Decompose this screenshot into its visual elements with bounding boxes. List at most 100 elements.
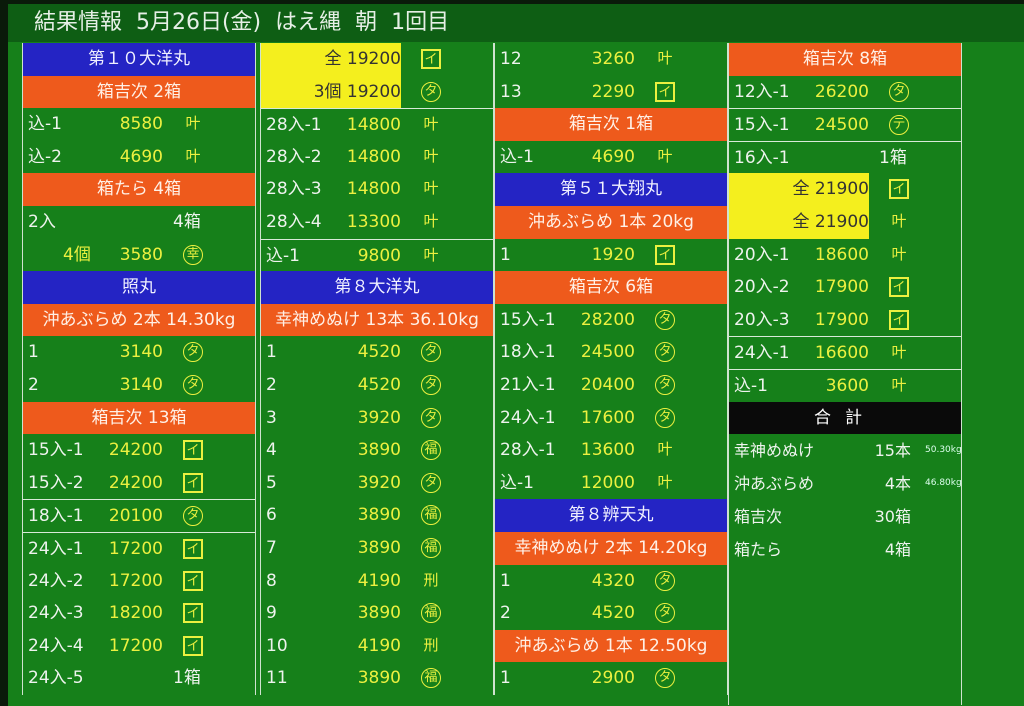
price: 3890: [357, 537, 401, 558]
price: 3140: [119, 342, 163, 363]
buyer-mark-ta-icon: タ: [655, 309, 675, 330]
category-header: 箱吉次 8箱: [729, 43, 961, 76]
price: 4190: [357, 635, 401, 656]
result-row: 全 21900 イ: [729, 173, 961, 206]
lot-label: 2: [28, 374, 39, 395]
result-row: 28入-2 14800 叶: [261, 141, 493, 174]
price: 17200: [108, 635, 163, 656]
result-row: 3 3920 タ: [261, 402, 493, 435]
category-header: 箱吉次 1箱: [495, 108, 727, 141]
buyer-mark-i-icon: イ: [889, 179, 909, 200]
result-row: 2 3140 タ: [23, 369, 255, 402]
ship-header: 照丸: [23, 271, 255, 304]
lot-label: 2: [266, 374, 277, 395]
buyer-mark-ta-icon: タ: [421, 374, 441, 395]
result-row: 13 2290 イ: [495, 76, 727, 109]
buyer-mark-ko-icon: 幸: [183, 244, 203, 265]
buyer-mark-kanau-icon: 叶: [185, 146, 201, 165]
result-row: 込-1 9800 叶: [261, 238, 493, 272]
lot-label: 20入-2: [734, 277, 790, 298]
summary-count: 30箱: [874, 507, 911, 527]
ship-header: 第１０大洋丸: [23, 43, 255, 76]
results-board: 結果情報 5月26日(金) はえ縄 朝 1回目 第１０大洋丸 箱吉次 2箱 込-1 8…: [8, 4, 1024, 706]
summary-count: 4箱: [884, 540, 911, 560]
results-column: 全 19200 イ 3個 19200 タ 28入-1 14800 叶 28入-2 14800 叶 2…: [260, 43, 494, 695]
lot-label: 24入-2: [28, 570, 84, 591]
buyer-mark-kanau-icon: 叶: [891, 211, 907, 230]
lot-label: 24入-1: [28, 538, 84, 559]
result-row: 6 3890 福: [261, 499, 493, 532]
result-row: 28入-4 13300 叶: [261, 206, 493, 239]
result-row: 15入-1 24200 イ: [23, 434, 255, 467]
price: 9800: [357, 245, 401, 266]
price: 3580: [119, 244, 163, 265]
buyer-mark-i-icon: イ: [183, 440, 203, 461]
lot-label: 15入-2: [28, 472, 84, 493]
buyer-mark-kanau-icon: 叶: [423, 179, 439, 198]
result-row: 20入-3 17900 イ: [729, 304, 961, 337]
result-row: 込-1 3600 叶: [729, 368, 961, 402]
price: 17200: [108, 538, 163, 559]
result-row: 7 3890 福: [261, 532, 493, 565]
lot-label: 20入-3: [734, 309, 790, 330]
lot-label: 5: [266, 472, 277, 493]
price: 17900: [814, 309, 869, 330]
result-row: 15入-1 28200 タ: [495, 304, 727, 337]
result-row: 4個 3580 幸: [23, 239, 255, 272]
lot-label: 28入-3: [266, 179, 322, 200]
buyer-mark-kei-icon: 刑: [423, 570, 439, 589]
lot-label: 16入-1: [734, 147, 790, 168]
buyer-mark-te-icon: テ: [889, 115, 909, 136]
price: 4520: [591, 603, 635, 624]
price: 17200: [108, 570, 163, 591]
summary-row: 幸神めぬけ 15本 50.30kg: [729, 434, 962, 467]
result-row: 24入-5 1箱: [23, 662, 255, 695]
summary-row: 箱たら 4箱: [729, 533, 961, 566]
price: 4520: [357, 374, 401, 395]
quantity: 4個: [63, 244, 91, 265]
result-row: 1 4320 タ: [495, 565, 727, 598]
buyer-mark-ta-icon: タ: [655, 570, 675, 591]
category-header: 幸神めぬけ 13本 36.10kg: [261, 303, 493, 337]
buyer-mark-ta-icon: タ: [421, 407, 441, 428]
highlight-cell: [729, 205, 869, 239]
result-row: 18入-1 20100 タ: [23, 499, 255, 532]
buyer-mark-i-icon: イ: [655, 81, 675, 102]
price: 3260: [591, 49, 635, 69]
result-row: 24入-4 17200 イ: [23, 630, 255, 663]
result-row: 全 21900 叶: [729, 205, 961, 239]
lot-label: 18入-1: [28, 506, 84, 527]
price: 4190: [357, 570, 401, 591]
lot-label: 込-1: [28, 114, 62, 135]
lot-label: 28入-4: [266, 211, 322, 232]
result-row: 1 1920 イ: [495, 239, 727, 272]
lot-label: 24入-3: [28, 603, 84, 624]
price: 14800: [346, 179, 401, 200]
count: 1箱: [879, 147, 907, 168]
price: 4320: [591, 570, 635, 591]
buyer-mark-kanau-icon: 叶: [657, 472, 673, 491]
price: 全 19200: [324, 49, 401, 69]
buyer-mark-fuku-icon: 福: [421, 537, 441, 558]
price: 1920: [591, 244, 635, 265]
buyer-mark-ta-icon: タ: [655, 374, 675, 395]
lot-label: 1: [28, 342, 39, 363]
result-row: 1 3140 タ: [23, 336, 255, 369]
lot-label: 4: [266, 440, 277, 461]
lot-label: 6: [266, 505, 277, 526]
buyer-mark-fuku-icon: 福: [421, 603, 441, 624]
lot-label: 18入-1: [500, 342, 556, 363]
category-header: 箱吉次 2箱: [23, 75, 255, 109]
category-header: 箱吉次 13箱: [23, 401, 255, 435]
count: 4箱: [173, 211, 201, 232]
result-row: 24入-3 18200 イ: [23, 597, 255, 630]
price: 全 21900: [792, 211, 869, 232]
price: 24500: [814, 115, 869, 136]
buyer-mark-i-icon: イ: [183, 570, 203, 591]
lot-label: 込-2: [28, 146, 62, 167]
buyer-mark-kanau-icon: 叶: [891, 244, 907, 263]
lot-label: 2: [500, 603, 511, 624]
result-row: 全 19200 イ: [261, 43, 493, 76]
ship-header: 第８辨天丸: [495, 499, 727, 532]
summary-count: 4本: [884, 474, 911, 494]
